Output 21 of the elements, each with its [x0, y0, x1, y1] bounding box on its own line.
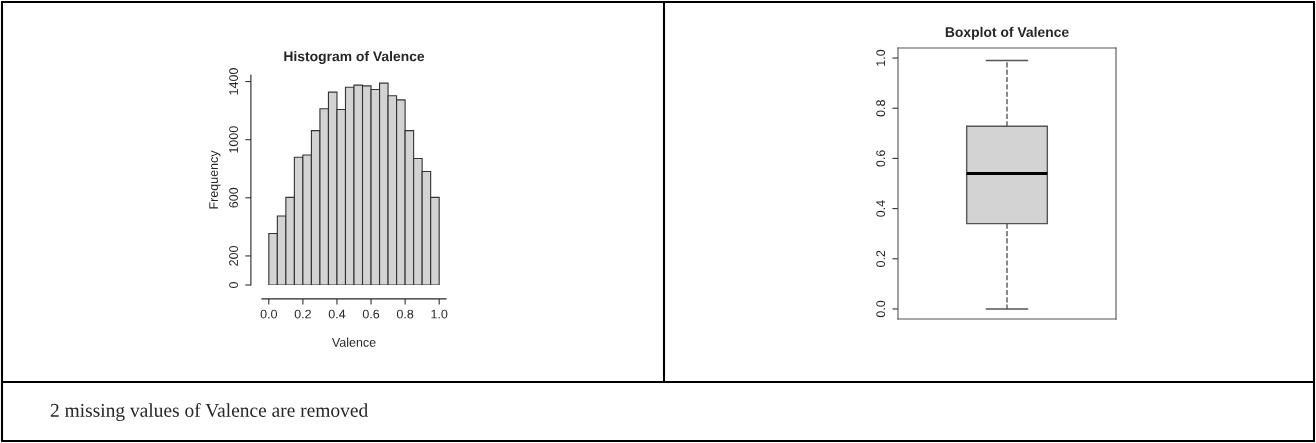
y-tick-label: 1400 — [229, 68, 238, 95]
x-tick-label: 0.8 — [396, 309, 414, 319]
text: 2 missing values of Valence are removed — [50, 403, 368, 421]
y-tick-label: 1.0 — [876, 49, 886, 66]
y-tick-label: 200 — [229, 245, 238, 266]
y-tick-label: 0 — [229, 282, 238, 288]
chart-title: Boxplot of Valence — [945, 26, 1069, 40]
y-tick-label: 0.2 — [876, 250, 886, 267]
x-tick-label: 0.2 — [294, 309, 311, 319]
y-tick-label: 0.4 — [876, 200, 886, 217]
y-tick-label: 0.8 — [876, 100, 886, 117]
y-tick-label: 600 — [229, 187, 238, 208]
y-tick-label: 1000 — [229, 126, 238, 153]
x-tick-label: 0.0 — [260, 309, 278, 319]
x-axis-title: Valence — [331, 337, 376, 347]
chart-title: Histogram of Valence — [284, 51, 425, 65]
x-tick-label: 0.4 — [328, 309, 346, 319]
y-axis-title: Frequency — [209, 150, 221, 209]
x-tick-label: 1.0 — [431, 309, 448, 319]
x-tick-label: 0.6 — [362, 309, 380, 319]
y-tick-label: 0.6 — [876, 150, 886, 167]
